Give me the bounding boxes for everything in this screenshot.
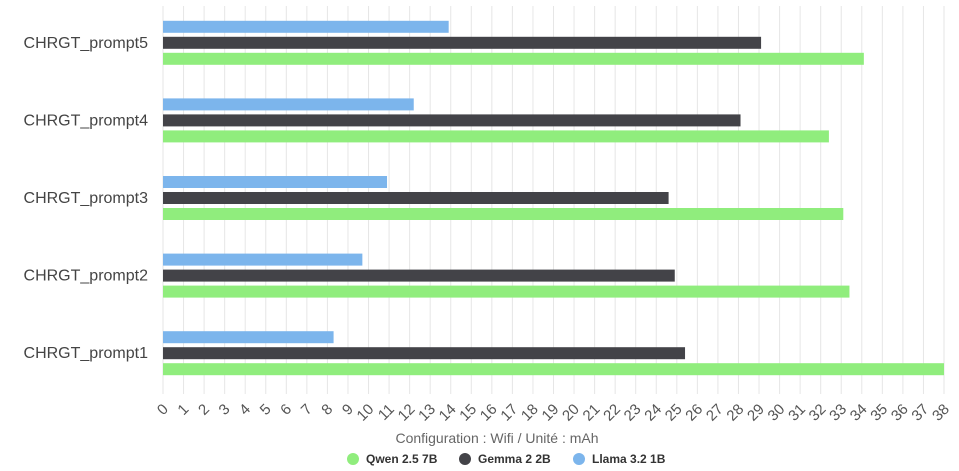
x-tick-label: 7 — [298, 401, 316, 419]
x-tick-labels: 0 1 2 3 4 5 6 7 8 9101112131415161718192021222324… — [154, 401, 953, 425]
x-tick-label: 9 — [339, 401, 357, 419]
x-tick-label: 3 — [216, 401, 234, 419]
bar-CHRGT_prompt3-qwen-2.5-7b[interactable] — [163, 208, 844, 220]
bar-CHRGT_prompt5-qwen-2.5-7b[interactable] — [163, 52, 864, 65]
bar-CHRGT_prompt3-gemma-2-2b[interactable] — [163, 192, 669, 204]
bar-CHRGT_prompt1-gemma-2-2b[interactable] — [163, 347, 686, 360]
category-label: CHRGT_prompt2 — [24, 268, 149, 285]
legend-marker — [459, 453, 471, 465]
legend-item-llama-3.2-1b[interactable]: Llama 3.2 1B — [573, 452, 666, 466]
bar-CHRGT_prompt5-gemma-2-2b[interactable] — [163, 36, 762, 49]
x-axis-label: Configuration : Wifi / Unité : mAh — [395, 430, 598, 446]
category-label: CHRGT_prompt5 — [24, 35, 149, 52]
x-tick-label: 1 — [174, 401, 192, 419]
x-tick-label: 6 — [277, 401, 295, 419]
x-tick-label: 5 — [257, 401, 275, 419]
legend-marker — [347, 453, 359, 465]
bars — [163, 20, 944, 376]
category-label: CHRGT_prompt1 — [24, 345, 149, 362]
x-tick-label: 2 — [195, 401, 213, 419]
category-label: CHRGT_prompt4 — [24, 112, 149, 129]
bar-CHRGT_prompt3-llama-3.2-1b[interactable] — [163, 176, 388, 188]
bar-CHRGT_prompt2-llama-3.2-1b[interactable] — [163, 253, 363, 266]
legend[interactable]: Qwen 2.5 7B Gemma 2 2B Llama 3.2 1B — [347, 452, 666, 466]
legend-item-gemma-2-2b[interactable]: Gemma 2 2B — [459, 452, 551, 466]
category-labels: CHRGT_prompt5 CHRGT_prompt4 CHRGT_prompt3 C… — [24, 35, 149, 362]
bar-CHRGT_prompt4-qwen-2.5-7b[interactable] — [163, 130, 829, 143]
x-tick-label: 0 — [154, 401, 172, 419]
x-tick-label: 10 — [354, 401, 378, 425]
bar-CHRGT_prompt4-gemma-2-2b[interactable] — [163, 114, 741, 127]
bar-CHRGT_prompt4-llama-3.2-1b[interactable] — [163, 98, 414, 111]
bar-CHRGT_prompt1-qwen-2.5-7b[interactable] — [163, 363, 944, 376]
bar-CHRGT_prompt2-gemma-2-2b[interactable] — [163, 269, 675, 282]
bar-CHRGT_prompt1-llama-3.2-1b[interactable] — [163, 331, 334, 344]
x-tick-label: 38 — [929, 401, 953, 425]
legend-item-qwen-2.5-7b[interactable]: Qwen 2.5 7B — [347, 452, 438, 466]
category-label: CHRGT_prompt3 — [24, 190, 149, 207]
legend-label: Llama 3.2 1B — [592, 452, 666, 466]
x-tick-label: 8 — [318, 401, 336, 419]
x-tick-label: 4 — [236, 401, 254, 419]
bar-CHRGT_prompt5-llama-3.2-1b[interactable] — [163, 20, 449, 33]
legend-label: Qwen 2.5 7B — [366, 452, 438, 466]
legend-label: Gemma 2 2B — [478, 452, 551, 466]
legend-marker — [573, 453, 585, 465]
bar-CHRGT_prompt2-qwen-2.5-7b[interactable] — [163, 285, 850, 298]
